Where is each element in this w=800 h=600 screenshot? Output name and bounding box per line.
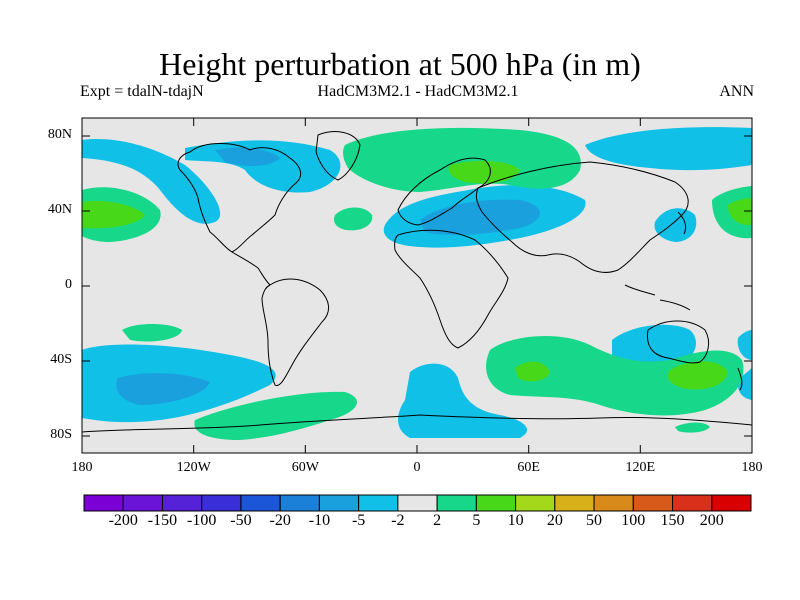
anomaly-negative-north-atlantic (82, 139, 221, 224)
colorbar-swatch (397, 494, 438, 512)
coastlines (82, 131, 752, 433)
colorbar-label: 5 (472, 512, 481, 529)
coast-antarctica (82, 414, 752, 433)
colorbar-label: 50 (586, 512, 603, 529)
lon-tick-label: 60E (517, 460, 540, 475)
anomaly-negative-arctic-canada-core (215, 147, 280, 167)
colorbar-label: -5 (351, 512, 366, 529)
anomaly-negative-japan (654, 208, 697, 242)
colorbar-label: -200 (108, 512, 138, 529)
lon-tick-label: 180 (741, 460, 763, 475)
colorbar-label: -10 (308, 512, 331, 529)
colorbar-swatch (161, 494, 203, 512)
anomaly-negative-south-pacific-core (116, 373, 210, 405)
colorbar-swatch (554, 494, 595, 512)
colorbar-swatch (475, 494, 517, 512)
coast-north-america (177, 143, 302, 253)
experiment-label: Expt = tdalN-tdajN (80, 83, 204, 100)
colorbar-swatch (318, 494, 360, 512)
anomaly-positive-antarctic-small (675, 422, 710, 433)
colorbar-label: 100 (621, 512, 646, 529)
colorbar-label: 10 (507, 512, 524, 529)
colorbar-swatch (593, 494, 634, 512)
colorbar-label: -150 (147, 512, 178, 529)
lon-tick-label: 60W (291, 460, 319, 475)
colorbar-swatch (240, 494, 281, 512)
anomaly-positive-north-pacific-west-core (82, 200, 145, 229)
anomaly-positive-south-indian-core-west (515, 361, 550, 382)
anomaly-positive-south-indian (486, 335, 744, 416)
lat-tick-label: 80N (47, 127, 72, 142)
lon-tick-label: 180 (71, 460, 93, 475)
lon-tick-label: 120E (625, 460, 656, 475)
coast-south-america (261, 278, 329, 387)
colorbar-swatch (672, 494, 713, 512)
anomaly-negative-south-atlantic (398, 363, 528, 438)
coast-africa (394, 229, 509, 349)
plot-title: Height perturbation at 500 hPa (in m) (159, 46, 641, 82)
colorbar-label: 2 (433, 512, 442, 529)
colorbar-swatch (279, 494, 320, 512)
anomaly-positive-southern-ocean (194, 391, 357, 440)
colorbar-swatch (358, 494, 399, 512)
lon-tick-label: 120W (176, 460, 211, 475)
coast-asia (475, 161, 689, 273)
anomaly-positive-scandinavia-core (448, 160, 520, 184)
colorbar-label: -50 (230, 512, 252, 529)
anomaly-negative-east-pacific (738, 368, 752, 400)
lat-tick-label: 40N (47, 202, 72, 217)
colorbar-swatch (515, 494, 556, 512)
lat-tick-label: 40S (50, 352, 72, 367)
colorbar-swatch (83, 494, 124, 512)
anomaly-positive-south-indian-core-east (667, 361, 728, 390)
coast-central-america (231, 251, 271, 286)
anomaly-positive-north-pacific-east-core (728, 198, 752, 226)
colorbar-swatch (201, 494, 242, 512)
lon-tick-label: 0 (413, 460, 421, 475)
colorbar-label: 20 (546, 512, 563, 529)
season-label: ANN (719, 83, 754, 100)
model-label: HadCM3M2.1 - HadCM3M2.1 (317, 83, 519, 100)
coast-new-zealand (737, 367, 743, 391)
axis-ticks (81, 118, 753, 453)
coast-australia (646, 320, 710, 364)
anomaly-negative-eurasia-core (420, 199, 540, 235)
colorbar-label: 150 (660, 512, 685, 529)
colorbar-label: -100 (187, 512, 217, 529)
lat-tick-label: 80S (50, 427, 72, 442)
coast-japan (677, 211, 687, 235)
colorbar-label: 200 (699, 512, 724, 529)
colorbar-swatch (122, 494, 163, 512)
coast-greenland (315, 131, 361, 181)
lat-tick-label: 0 (65, 277, 72, 292)
anomaly-positive-south-pacific-small (122, 324, 182, 342)
colorbar-swatch (632, 494, 674, 512)
colorbar-label: -20 (269, 512, 291, 529)
anomaly-positive-north-atlantic-small (334, 207, 373, 231)
anomaly-negative-se-pacific (737, 330, 752, 360)
colorbar-swatch (711, 494, 752, 512)
colorbar-label: -2 (391, 512, 405, 529)
colorbar-swatch (436, 494, 477, 512)
anomaly-negative-north-pacific (585, 127, 752, 171)
coast-maritime (624, 284, 691, 311)
